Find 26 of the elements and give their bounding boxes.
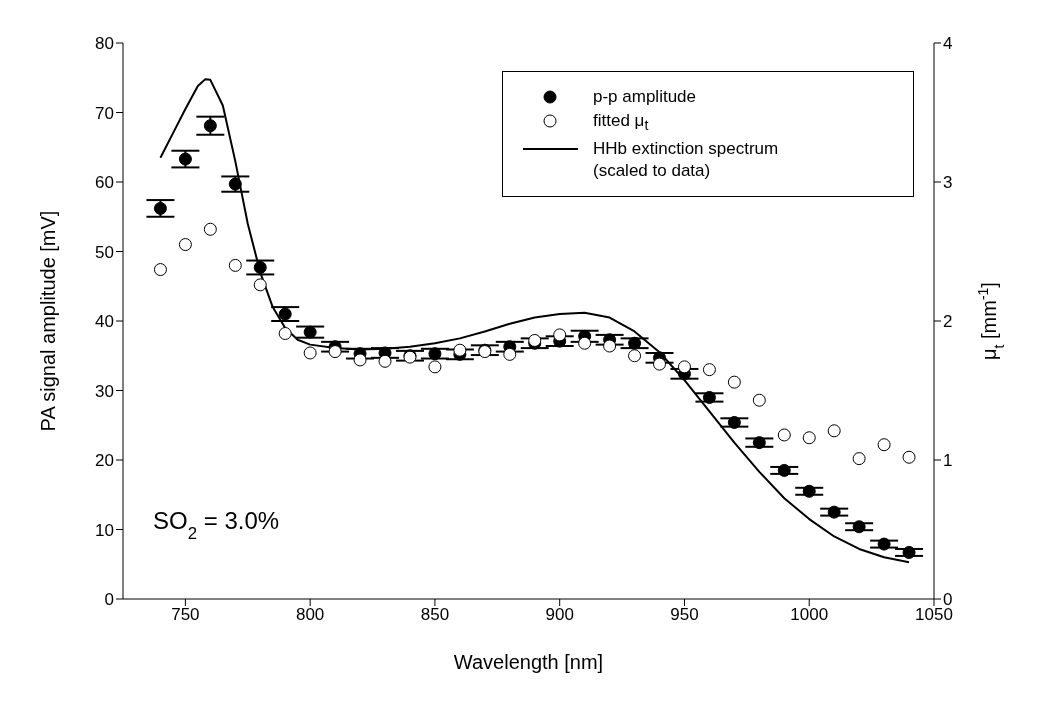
legend-label: p-p amplitude [593,86,697,108]
x-tick-label: 850 [420,605,450,625]
x-axis-title: Wavelength [nm] [453,651,604,673]
y-tick-label: 20 [95,451,114,471]
x-tick-label: 950 [670,605,699,625]
y-tick-label: 10 [95,520,114,540]
y-tick-label: 70 [95,103,114,123]
y-tick-label: 50 [95,242,114,262]
y-axis-title: PA signal amplitude [mV] [37,210,59,432]
y-tick-label: 30 [95,381,114,401]
x-tick-label: 750 [171,605,200,625]
annotation: SO$_{2}$ = 3.0% [153,507,280,543]
y2-tick-label: 4 [943,34,953,54]
legend-label: fitted μ$_{t}$ [593,110,649,136]
x-tick-label: 800 [295,605,325,625]
y-tick-label: 0 [104,590,114,610]
x-tick-label: 1050 [915,605,953,625]
y-tick-label: 60 [95,173,114,193]
y2-tick-label: 3 [943,173,953,193]
legend-label: HHb extinction spectrum (scaled to data) [593,138,779,183]
x-tick-label: 900 [545,605,574,625]
y2-tick-label: 1 [943,451,953,471]
x-tick-label: 1000 [790,605,829,625]
y-tick-label: 80 [95,34,114,54]
y-tick-label: 40 [95,312,114,332]
y2-tick-label: 2 [943,312,953,332]
